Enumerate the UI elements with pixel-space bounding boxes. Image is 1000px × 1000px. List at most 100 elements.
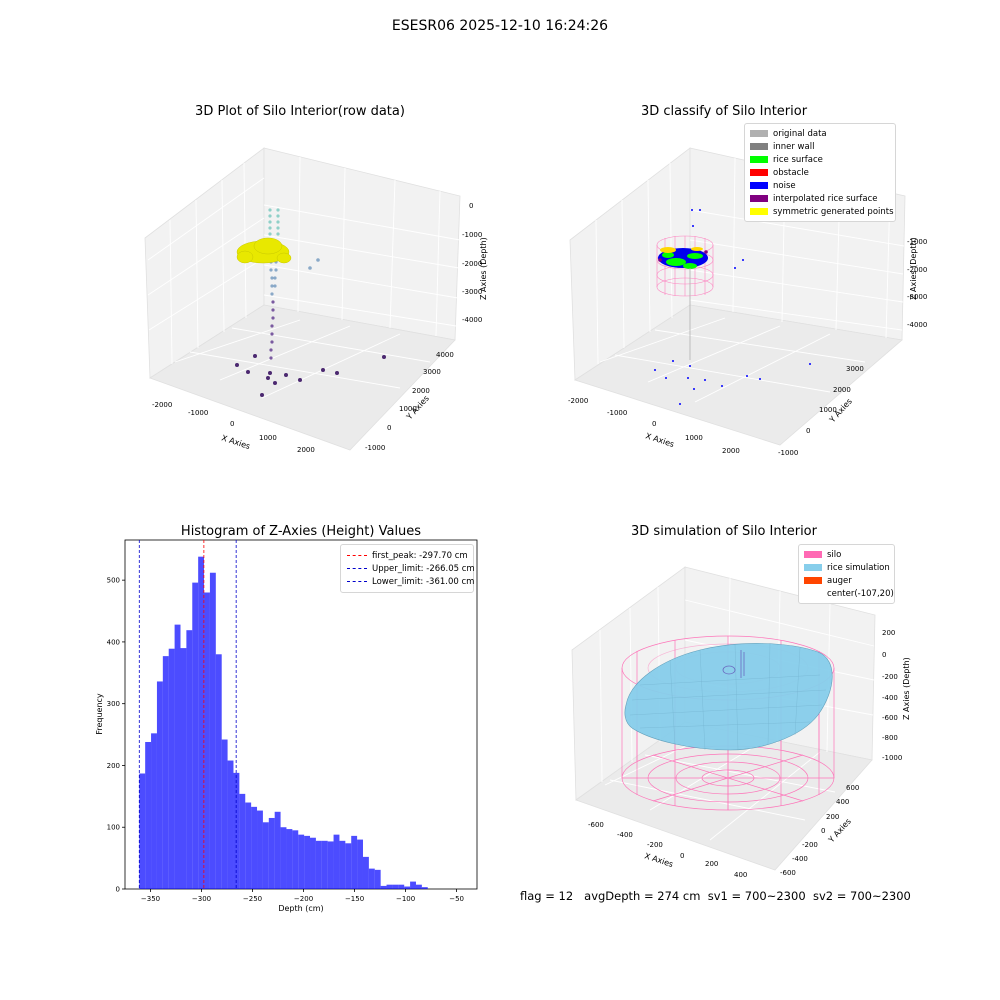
legend-swatch <box>804 577 822 584</box>
legend-label: Lower_limit: -361.00 cm <box>372 576 475 587</box>
histogram-bar <box>351 835 358 889</box>
y-axis-label: Frequency <box>95 693 104 735</box>
figure-title: ESESR06 2025-12-10 16:24:26 <box>391 18 609 34</box>
tick-label: 1000 <box>819 406 837 414</box>
legend-item: inner wall <box>750 140 890 153</box>
histogram-bar <box>380 885 387 889</box>
legend-swatch <box>750 195 768 202</box>
histogram-bar <box>315 840 322 889</box>
histogram-bar <box>404 886 411 889</box>
tick-label: -400 <box>792 855 808 863</box>
histogram-bar <box>298 834 305 889</box>
x-tick-label: −150 <box>345 895 364 903</box>
histogram-bar <box>374 869 381 889</box>
legend-label: original data <box>773 128 827 139</box>
tick-label: -600 <box>780 869 796 877</box>
tick-label: 2000 <box>833 386 851 394</box>
y-axis-label: Y Axies <box>826 817 853 845</box>
x-axis-label: X Axies <box>643 851 674 869</box>
avg-depth-value: avgDepth = 274 cm <box>584 889 701 903</box>
tick-label: 0 <box>652 420 656 428</box>
histogram-bar <box>310 837 316 889</box>
legend-item: original data <box>750 127 890 140</box>
tick-label: 2000 <box>412 387 430 395</box>
histogram-bar <box>274 811 281 889</box>
x-tick-label: −100 <box>396 895 415 903</box>
histogram-bar <box>410 881 416 889</box>
tick-label: 0 <box>230 420 234 428</box>
histogram-chart: −350 −300 −250 −200 −150 −100 −50 0 100 200 300 400… <box>95 539 478 913</box>
legend-label: center(-107,20) <box>827 588 894 599</box>
legend-item: silo <box>804 548 889 561</box>
histogram-bar <box>204 592 210 889</box>
status-line: flag = 12 avgDepth = 274 cm sv1 = 700~23… <box>520 889 911 903</box>
x-tick-label: −200 <box>294 895 313 903</box>
flag-value: flag = 12 <box>520 889 574 903</box>
histogram-bar <box>392 884 399 889</box>
histogram-bar <box>339 840 346 889</box>
panel4-legend: silo rice simulation auger center(-107,2… <box>798 544 895 604</box>
tick-label: 400 <box>836 798 849 806</box>
tick-label: -400 <box>617 831 633 839</box>
y-tick-label: 0 <box>116 886 120 894</box>
z-axis-label: Z Axies (Depth) <box>479 237 488 300</box>
x-tick-label: −250 <box>243 895 262 903</box>
histogram-bar <box>162 656 169 889</box>
histogram-bar <box>421 887 428 889</box>
x-axis-label: X Axies <box>220 433 251 451</box>
z-axis-label: Z Axies (Depth) <box>902 657 911 720</box>
tick-label: 0 <box>806 427 810 435</box>
panel1-title: 3D Plot of Silo Interior(row data) <box>195 104 405 119</box>
histogram-bar <box>398 884 405 889</box>
histogram-bar <box>215 654 222 889</box>
tick-label: 2000 <box>722 447 740 455</box>
tick-label: 3000 <box>846 365 864 373</box>
legend-item: symmetric generated points <box>750 205 894 218</box>
x-tick-label: −300 <box>192 895 211 903</box>
x-tick-label: −50 <box>449 895 464 903</box>
tick-label: -600 <box>588 821 604 829</box>
histogram-bar <box>186 630 193 889</box>
legend-line <box>347 568 367 569</box>
legend-line <box>347 581 367 582</box>
histogram-bar <box>209 572 216 889</box>
legend-line <box>347 555 367 556</box>
histogram-bar <box>192 582 199 889</box>
tick-label: -200 <box>802 841 818 849</box>
legend-swatch <box>804 564 822 571</box>
legend-swatch <box>750 156 768 163</box>
histogram-bar <box>221 739 228 889</box>
tick-label: 200 <box>826 813 839 821</box>
tick-label: -1000 <box>778 449 798 457</box>
legend-item: auger <box>804 574 889 587</box>
tick-label: -1000 <box>188 409 208 417</box>
tick-label: -2000 <box>907 266 927 274</box>
histogram-bar <box>262 822 269 889</box>
tick-label: -200 <box>647 841 663 849</box>
legend-swatch <box>750 182 768 189</box>
tick-label: -2000 <box>568 397 588 405</box>
histogram-bar <box>227 760 234 889</box>
histogram-bar <box>362 856 369 889</box>
tick-label: 1000 <box>259 434 277 442</box>
tick-label: -200 <box>882 673 898 681</box>
histogram-bar <box>268 817 275 889</box>
tick-label: 200 <box>705 860 718 868</box>
panel4-3d-plot: -600 -400 -200 0 200 400 -600 -400 -200 … <box>571 566 911 879</box>
legend-swatch <box>804 590 822 597</box>
legend-label: inner wall <box>773 141 815 152</box>
tick-label: 3000 <box>423 368 441 376</box>
y-tick-label: 100 <box>107 824 120 832</box>
legend-item: center(-107,20) <box>804 587 894 600</box>
histogram-bar <box>245 802 252 889</box>
legend-swatch <box>750 143 768 150</box>
histogram-bar <box>415 884 422 889</box>
z-axis-label: Z Axies (Depth) <box>909 237 918 300</box>
histogram-bar <box>286 829 293 889</box>
legend-item: obstacle <box>750 166 890 179</box>
histogram-legend: first_peak: -297.70 cm Upper_limit: -266… <box>340 544 475 593</box>
tick-label: -1000 <box>365 444 385 452</box>
x-axis-label: Depth (cm) <box>278 904 323 913</box>
histogram-bar <box>139 773 146 889</box>
tick-label: 600 <box>846 784 859 792</box>
